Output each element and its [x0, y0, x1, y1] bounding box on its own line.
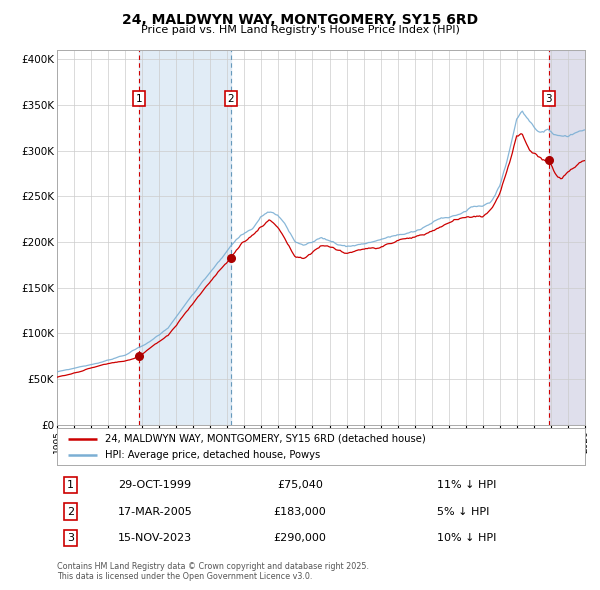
Text: 2: 2	[67, 507, 74, 516]
Text: 24, MALDWYN WAY, MONTGOMERY, SY15 6RD: 24, MALDWYN WAY, MONTGOMERY, SY15 6RD	[122, 13, 478, 27]
Text: 17-MAR-2005: 17-MAR-2005	[118, 507, 193, 516]
Text: Contains HM Land Registry data © Crown copyright and database right 2025.
This d: Contains HM Land Registry data © Crown c…	[57, 562, 369, 581]
Text: £75,040: £75,040	[277, 480, 323, 490]
Text: 10% ↓ HPI: 10% ↓ HPI	[437, 533, 497, 543]
Text: £183,000: £183,000	[274, 507, 326, 516]
Text: 15-NOV-2023: 15-NOV-2023	[118, 533, 192, 543]
Text: 5% ↓ HPI: 5% ↓ HPI	[437, 507, 490, 516]
Text: £290,000: £290,000	[274, 533, 326, 543]
Text: 29-OCT-1999: 29-OCT-1999	[118, 480, 191, 490]
Bar	[549, 50, 593, 425]
Text: 1: 1	[136, 94, 143, 104]
Text: 24, MALDWYN WAY, MONTGOMERY, SY15 6RD (detached house): 24, MALDWYN WAY, MONTGOMERY, SY15 6RD (d…	[104, 434, 425, 444]
Text: 3: 3	[545, 94, 552, 104]
Text: HPI: Average price, detached house, Powys: HPI: Average price, detached house, Powy…	[104, 450, 320, 460]
Text: Price paid vs. HM Land Registry's House Price Index (HPI): Price paid vs. HM Land Registry's House …	[140, 25, 460, 35]
Text: 2: 2	[227, 94, 234, 104]
Bar	[139, 50, 231, 425]
Text: 3: 3	[67, 533, 74, 543]
Text: 11% ↓ HPI: 11% ↓ HPI	[437, 480, 497, 490]
Text: 1: 1	[67, 480, 74, 490]
